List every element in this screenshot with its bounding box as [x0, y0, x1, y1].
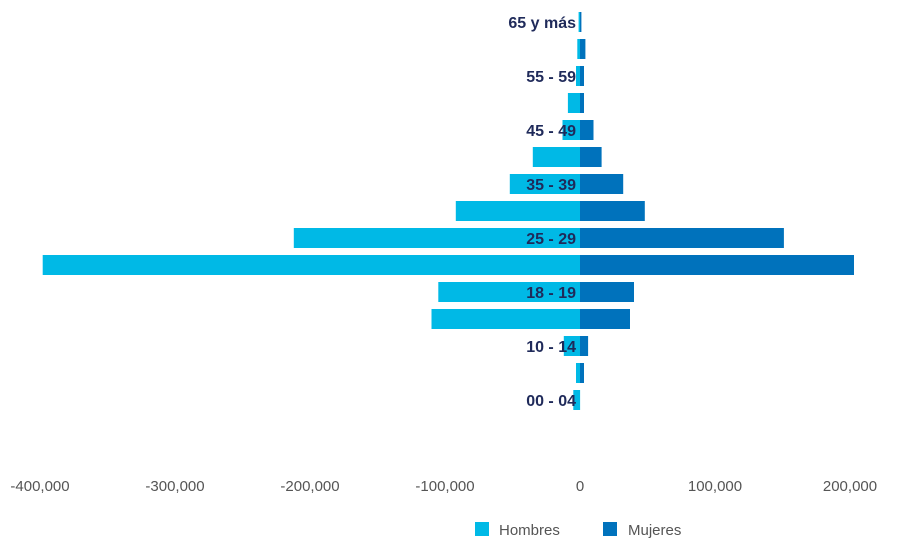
x-tick-label: -400,000: [10, 478, 69, 495]
category-label: 25 - 29: [526, 231, 576, 248]
bar-hombres-8: [293, 228, 580, 248]
bar-mujeres-4: [580, 120, 594, 140]
bar-mujeres-12: [580, 336, 589, 356]
category-label: 00 - 04: [526, 393, 576, 410]
legend: Hombres Mujeres: [475, 522, 681, 539]
bar-hombres-2: [576, 66, 580, 86]
x-tick-label: 200,000: [823, 478, 877, 495]
x-tick-label: -300,000: [145, 478, 204, 495]
legend-swatch-hombres: [475, 522, 489, 536]
bar-hombres-11: [431, 309, 580, 329]
bar-hombres-13: [576, 363, 580, 383]
x-tick-label: -200,000: [280, 478, 339, 495]
bar-hombres-9: [42, 255, 580, 275]
bar-hombres-7: [455, 201, 580, 221]
category-label: 10 - 14: [526, 339, 576, 356]
category-label: 35 - 39: [526, 177, 576, 194]
bar-mujeres-3: [580, 93, 584, 113]
bar-hombres-3: [567, 93, 580, 113]
bar-hombres-10: [438, 282, 581, 302]
bar-mujeres-11: [580, 309, 630, 329]
legend-label-hombres: Hombres: [499, 522, 560, 539]
bar-hombres-12: [563, 336, 580, 356]
x-tick-label: 100,000: [688, 478, 742, 495]
bar-mujeres-7: [580, 201, 645, 221]
bar-mujeres-2: [580, 66, 584, 86]
bar-hombres-5: [532, 147, 581, 167]
bar-mujeres-6: [580, 174, 624, 194]
legend-label-mujeres: Mujeres: [628, 522, 681, 539]
bar-mujeres-1: [580, 39, 586, 59]
x-tick-label: -100,000: [415, 478, 474, 495]
bar-mujeres-13: [580, 363, 584, 383]
bar-mujeres-10: [580, 282, 634, 302]
category-label: 18 - 19: [526, 285, 576, 302]
bar-mujeres-0: [580, 12, 582, 32]
category-label: 45 - 49: [526, 123, 576, 140]
x-tick-label: 0: [576, 478, 584, 495]
bar-mujeres-5: [580, 147, 602, 167]
x-axis-tick-labels: -400,000 -300,000 -200,000 -100,000 0 100,000…: [10, 478, 877, 495]
bars-layer: [42, 12, 854, 410]
category-labels: 65 y más 55 - 59 45 - 49 35 - 39 25 - 29 18 -…: [508, 15, 576, 410]
bar-hombres-0: [578, 12, 580, 32]
bar-hombres-1: [577, 39, 580, 59]
category-label: 55 - 59: [526, 69, 576, 86]
bar-mujeres-9: [580, 255, 854, 275]
bar-hombres-14: [573, 390, 581, 410]
category-label: 65 y más: [508, 15, 576, 32]
bar-mujeres-8: [580, 228, 784, 248]
legend-swatch-mujeres: [603, 522, 617, 536]
bar-hombres-6: [509, 174, 580, 194]
bar-hombres-4: [562, 120, 580, 140]
